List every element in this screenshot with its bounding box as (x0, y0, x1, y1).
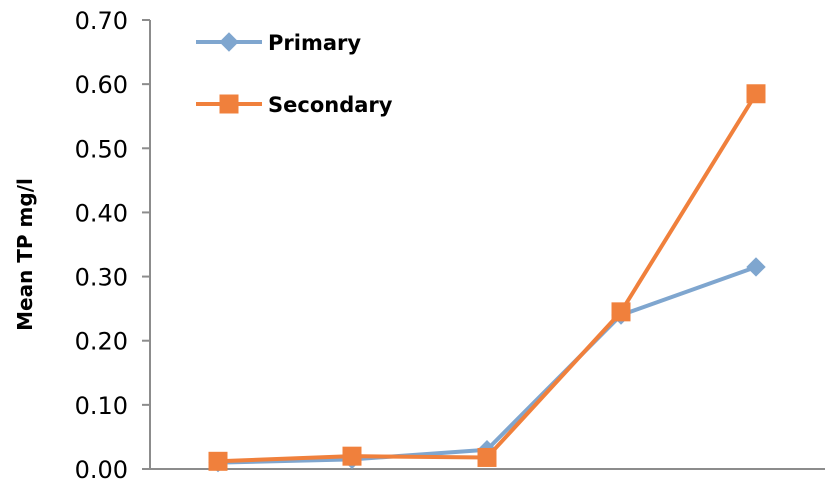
legend-item-primary: Primary (196, 31, 361, 55)
y-axis-ticks: 0.00 0.10 0.20 0.30 0.40 0.50 0.60 0.70 (75, 7, 150, 484)
y-tick-label: 0.10 (75, 392, 128, 420)
series-line-secondary (216, 91, 758, 464)
data-point-primary (746, 257, 766, 277)
data-point-secondary (477, 447, 497, 467)
data-point-secondary (746, 84, 766, 104)
y-tick-label: 0.40 (75, 199, 128, 227)
y-axis-title: Mean TP mg/l (13, 178, 37, 331)
legend-item-secondary: Secondary (196, 93, 393, 117)
legend: Primary Secondary (196, 31, 393, 117)
series-primary (208, 257, 766, 473)
axes (149, 20, 825, 470)
y-tick-label: 0.30 (75, 264, 128, 292)
data-point-secondary (208, 451, 228, 471)
legend-marker-primary (219, 32, 239, 52)
y-tick-label: 0.20 (75, 328, 128, 356)
data-point-secondary (611, 302, 631, 322)
legend-label-primary: Primary (268, 31, 361, 55)
series-line-primary (216, 264, 758, 465)
y-tick-label: 0.00 (75, 456, 128, 482)
series-group (208, 84, 766, 473)
data-point-secondary (342, 446, 362, 466)
series-secondary (208, 84, 766, 471)
y-tick-label: 0.60 (75, 71, 128, 99)
y-tick-label: 0.50 (75, 135, 128, 163)
y-tick-label: 0.70 (75, 7, 128, 35)
legend-marker-secondary (219, 94, 239, 114)
legend-label-secondary: Secondary (268, 93, 393, 117)
